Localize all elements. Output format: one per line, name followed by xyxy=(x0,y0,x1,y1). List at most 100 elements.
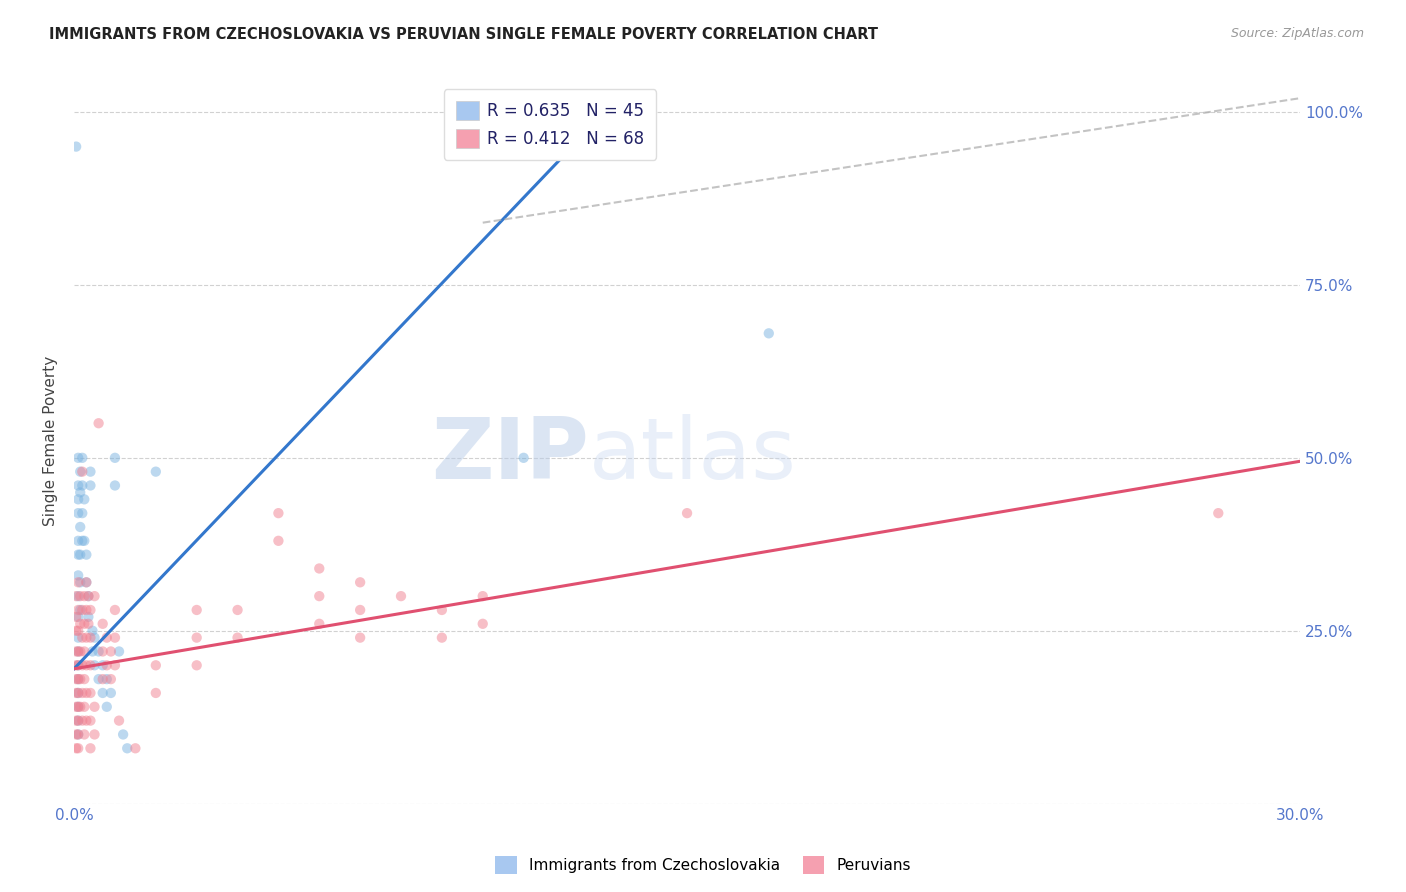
Point xyxy=(267,533,290,548)
Point xyxy=(349,603,371,617)
Text: IMMIGRANTS FROM CZECHOSLOVAKIA VS PERUVIAN SINGLE FEMALE POVERTY CORRELATION CHA: IMMIGRANTS FROM CZECHOSLOVAKIA VS PERUVI… xyxy=(49,27,879,42)
Point xyxy=(79,465,101,479)
Point xyxy=(65,624,87,638)
Point xyxy=(67,699,90,714)
Point xyxy=(471,589,494,603)
Point xyxy=(69,589,91,603)
Point xyxy=(67,727,90,741)
Point xyxy=(308,616,330,631)
Point xyxy=(79,631,101,645)
Point xyxy=(96,699,118,714)
Point xyxy=(69,465,91,479)
Point xyxy=(73,589,96,603)
Point xyxy=(67,714,90,728)
Point xyxy=(100,644,122,658)
Point xyxy=(91,672,114,686)
Point xyxy=(67,506,90,520)
Point xyxy=(226,603,249,617)
Point xyxy=(83,631,105,645)
Point xyxy=(75,575,97,590)
Point xyxy=(100,672,122,686)
Point xyxy=(77,616,100,631)
Point xyxy=(75,548,97,562)
Point xyxy=(83,699,105,714)
Point xyxy=(145,465,167,479)
Point xyxy=(65,644,87,658)
Point xyxy=(87,416,110,430)
Point xyxy=(104,603,127,617)
Point xyxy=(145,686,167,700)
Point xyxy=(79,741,101,756)
Point xyxy=(267,506,290,520)
Point xyxy=(67,568,90,582)
Point xyxy=(67,686,90,700)
Point xyxy=(72,450,94,465)
Point xyxy=(69,672,91,686)
Point xyxy=(1206,506,1229,520)
Point xyxy=(349,631,371,645)
Point xyxy=(69,699,91,714)
Point xyxy=(75,631,97,645)
Point xyxy=(75,714,97,728)
Point xyxy=(72,603,94,617)
Point xyxy=(79,714,101,728)
Point xyxy=(389,589,412,603)
Point xyxy=(69,603,91,617)
Point xyxy=(69,616,91,631)
Point xyxy=(67,624,90,638)
Point xyxy=(758,326,780,341)
Point xyxy=(69,520,91,534)
Legend: R = 0.635   N = 45, R = 0.412   N = 68: R = 0.635 N = 45, R = 0.412 N = 68 xyxy=(444,89,657,160)
Point xyxy=(226,631,249,645)
Point xyxy=(512,450,534,465)
Point xyxy=(77,610,100,624)
Point xyxy=(104,658,127,673)
Point xyxy=(65,714,87,728)
Point xyxy=(67,741,90,756)
Point xyxy=(87,644,110,658)
Point xyxy=(79,658,101,673)
Point xyxy=(73,672,96,686)
Point xyxy=(65,686,87,700)
Point xyxy=(349,575,371,590)
Point xyxy=(108,644,131,658)
Point xyxy=(430,603,453,617)
Point xyxy=(112,727,135,741)
Text: Source: ZipAtlas.com: Source: ZipAtlas.com xyxy=(1230,27,1364,40)
Point xyxy=(67,658,90,673)
Point xyxy=(67,478,90,492)
Point xyxy=(186,631,208,645)
Point xyxy=(82,624,104,638)
Point xyxy=(67,631,90,645)
Point xyxy=(73,699,96,714)
Point xyxy=(67,533,90,548)
Point xyxy=(72,465,94,479)
Point xyxy=(75,658,97,673)
Point xyxy=(104,478,127,492)
Point xyxy=(82,644,104,658)
Point xyxy=(67,644,90,658)
Point xyxy=(79,478,101,492)
Point xyxy=(77,589,100,603)
Point xyxy=(83,727,105,741)
Point xyxy=(73,644,96,658)
Point xyxy=(69,644,91,658)
Point xyxy=(72,631,94,645)
Point xyxy=(72,533,94,548)
Point xyxy=(79,686,101,700)
Point xyxy=(67,714,90,728)
Point xyxy=(67,610,90,624)
Point xyxy=(72,686,94,700)
Point xyxy=(72,506,94,520)
Point xyxy=(186,658,208,673)
Point xyxy=(91,686,114,700)
Point xyxy=(67,644,90,658)
Point xyxy=(676,506,699,520)
Point xyxy=(108,714,131,728)
Point xyxy=(91,644,114,658)
Point xyxy=(115,741,138,756)
Point xyxy=(69,548,91,562)
Point xyxy=(65,699,87,714)
Point xyxy=(96,672,118,686)
Point xyxy=(75,686,97,700)
